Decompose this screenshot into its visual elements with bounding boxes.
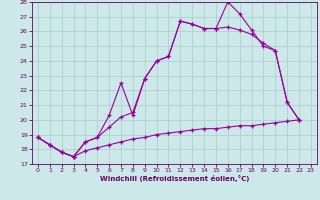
X-axis label: Windchill (Refroidissement éolien,°C): Windchill (Refroidissement éolien,°C) bbox=[100, 175, 249, 182]
